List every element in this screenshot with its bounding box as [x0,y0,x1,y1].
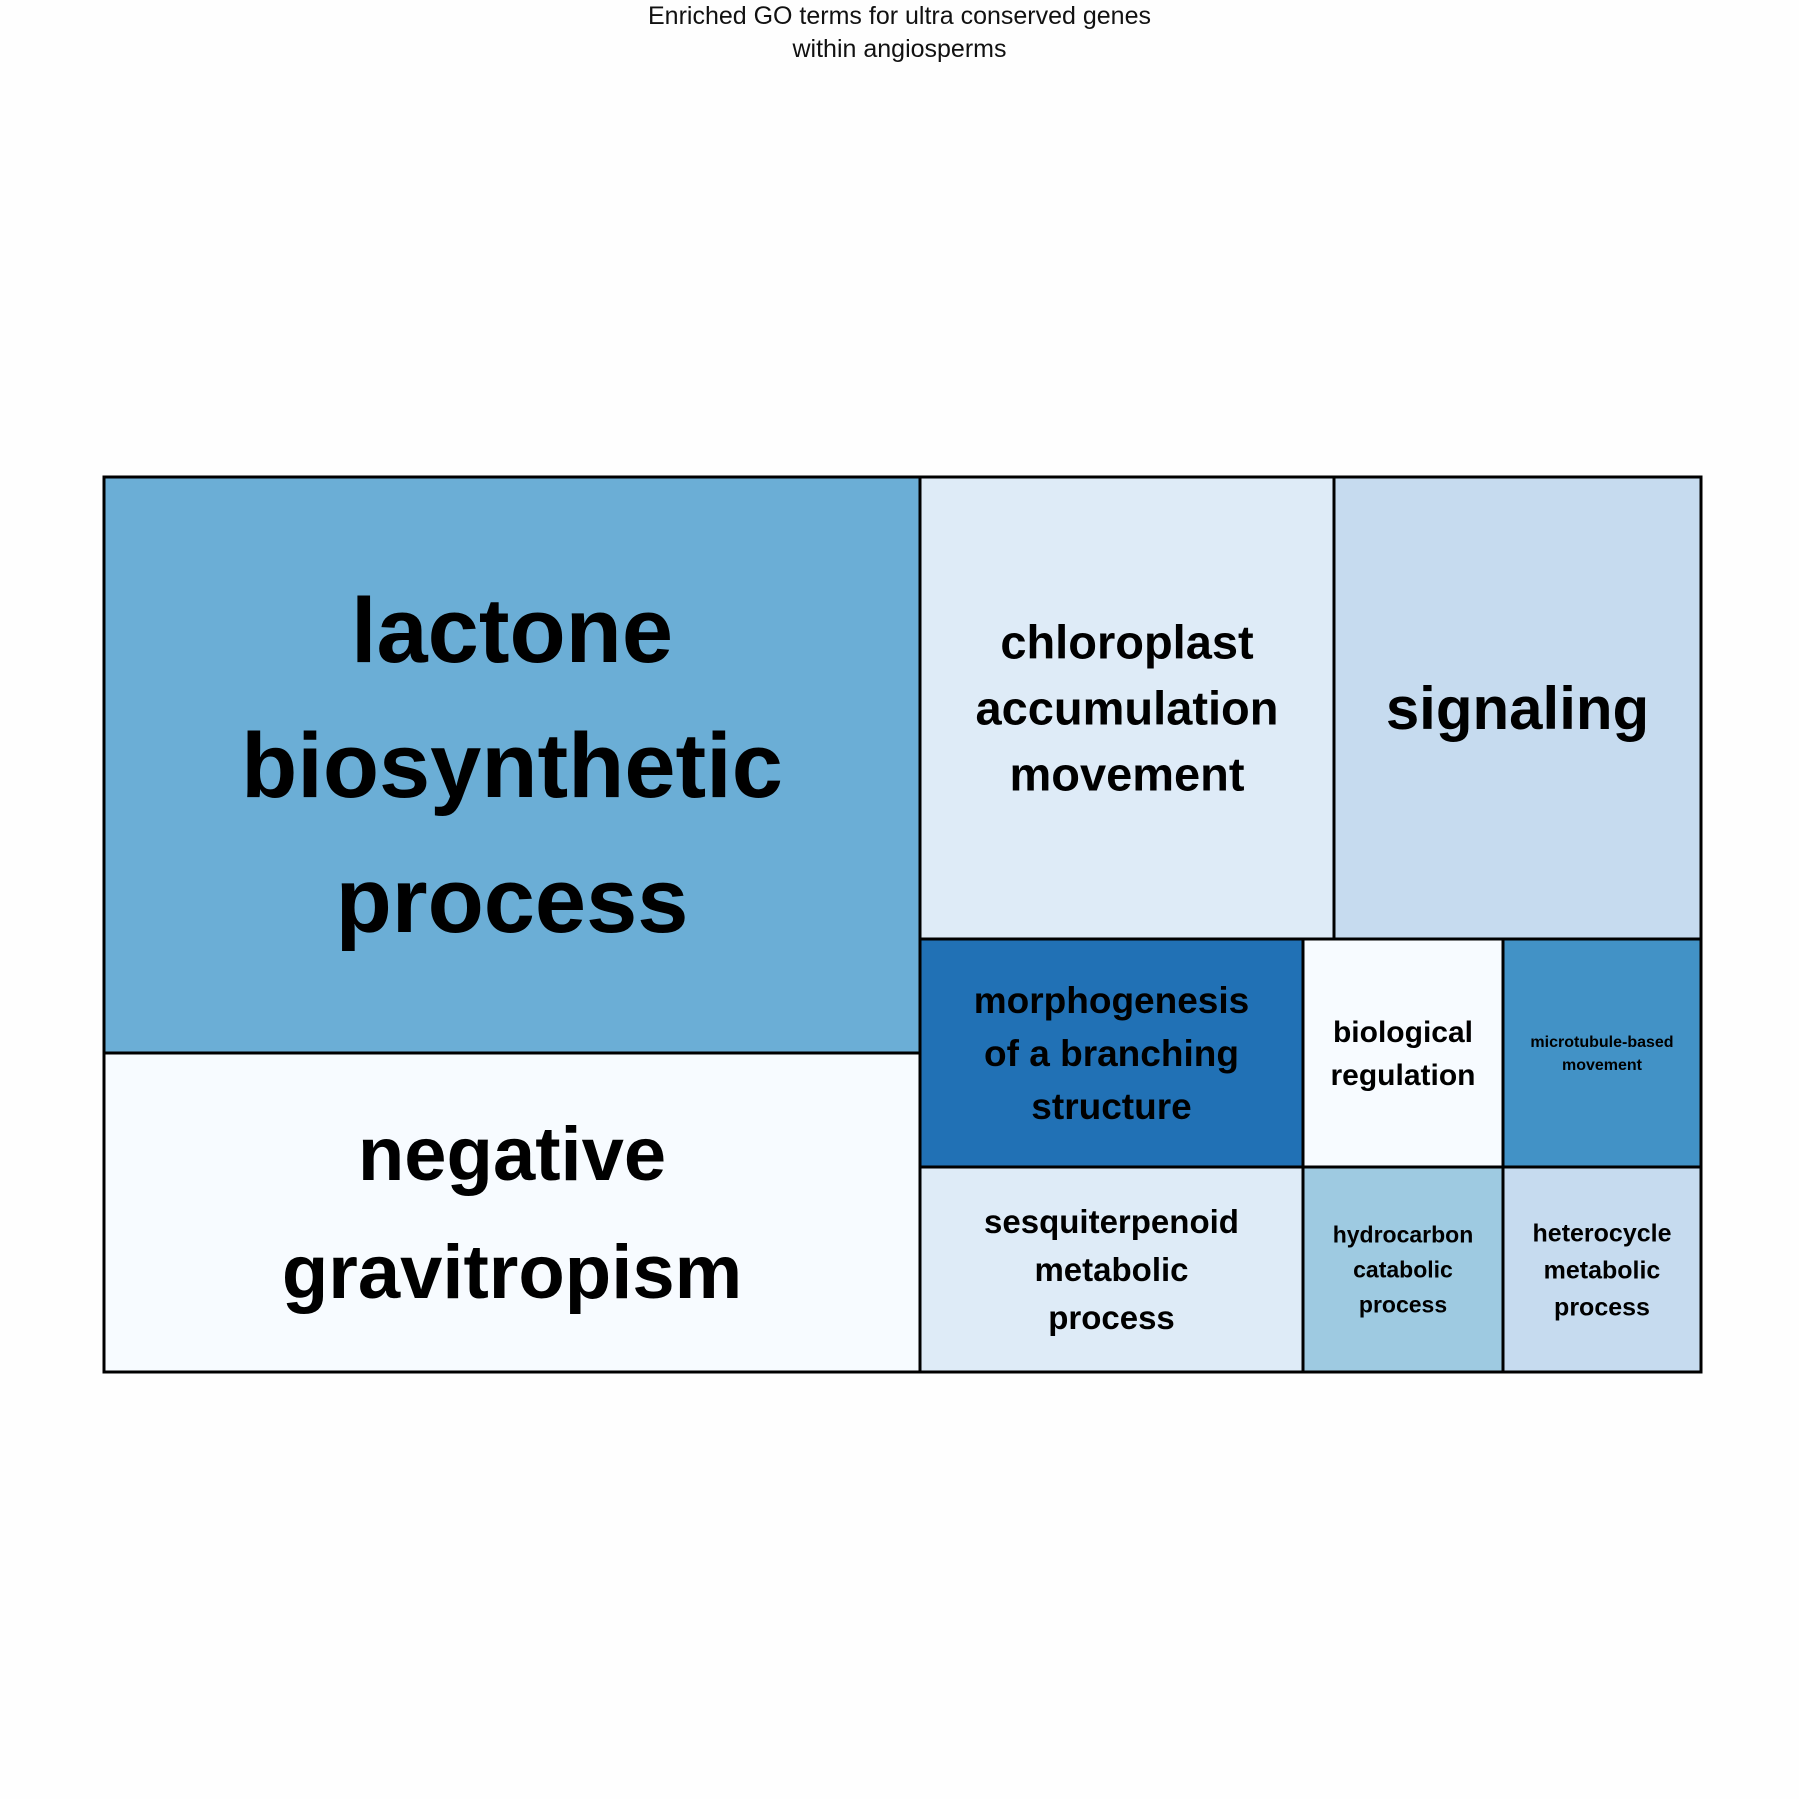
tile-label-sesquiterpenoid: sesquiterpenoid metabolic process [984,1203,1239,1336]
tile-label-biological-regulation: biological regulation [1330,1016,1475,1092]
chart-title-line-2: within angiosperms [792,35,1007,63]
tile-biological-regulation: biological regulation [1301,937,1505,1169]
tile-rect-gravitropism [102,1051,922,1374]
tile-label-hydrocarbon: hydrocarbon catabolic process [1333,1222,1474,1318]
tile-label-line: morphogenesis [974,980,1250,1021]
tile-label-line: metabolic [1034,1251,1188,1288]
tile-label-line: process [1359,1292,1447,1318]
tile-label-line: biosynthetic [241,715,783,817]
tile-rect-heterocycle [1501,1165,1703,1374]
tile-heterocycle: heterocycle metabolic process [1501,1165,1703,1374]
tile-label-signaling: signaling [1386,675,1649,742]
tile-label-morphogenesis: morphogenesis of a branching structure [974,980,1250,1127]
tile-morphogenesis: morphogenesis of a branching structure [918,937,1305,1169]
tile-label-line: chloroplast [1000,615,1254,668]
tile-label-heterocycle: heterocycle metabolic process [1533,1219,1672,1321]
tile-label-line: gravitropism [282,1230,742,1315]
treemap-border [102,475,1703,1374]
tile-label-line: movement [1009,747,1244,800]
tile-rect-sesquiterpenoid [918,1165,1305,1374]
tile-label-line: metabolic [1544,1256,1661,1284]
tile-label-lactone: lactone biosynthetic process [241,580,783,952]
tile-sesquiterpenoid: sesquiterpenoid metabolic process [918,1165,1305,1374]
tile-label-line: catabolic [1353,1257,1453,1283]
tile-label-line: structure [1031,1086,1191,1127]
tile-label-line: microtubule-based [1530,1034,1673,1051]
tile-hydrocarbon: hydrocarbon catabolic process [1301,1165,1505,1374]
tile-label-line: process [336,850,689,952]
tile-rect-microtubule [1501,937,1703,1169]
tile-label-line: process [1048,1299,1175,1336]
tile-label-line: lactone [351,580,673,682]
tile-gravitropism: negative gravitropism [102,1051,922,1374]
tile-label-line: of a branching [984,1033,1239,1074]
tile-label-line: signaling [1386,675,1649,742]
tile-label-line: negative [358,1112,666,1197]
tile-microtubule: microtubule-based movement [1501,937,1703,1169]
tile-rect-lactone [102,475,922,1055]
tile-rect-signaling [1332,475,1703,941]
tile-label-microtubule: microtubule-based movement [1530,1034,1673,1074]
tile-label-line: process [1554,1293,1650,1321]
tile-rect-biological-regulation [1301,937,1505,1169]
tile-label-gravitropism: negative gravitropism [282,1112,742,1315]
tile-label-line: biological [1333,1016,1473,1049]
tile-label-line: movement [1562,1057,1643,1074]
tile-signaling: signaling [1332,475,1703,941]
tile-label-line: regulation [1330,1059,1475,1092]
tile-lactone: lactone biosynthetic process [102,475,922,1055]
tile-rect-morphogenesis [918,937,1305,1169]
tile-label-line: sesquiterpenoid [984,1203,1239,1240]
chart-title-line-1: Enriched GO terms for ultra conserved ge… [647,2,1151,30]
tile-label-line: accumulation [976,681,1279,734]
tile-label-chloroplast: chloroplast accumulation movement [976,615,1279,800]
tile-chloroplast: chloroplast accumulation movement [918,475,1336,941]
tile-label-line: heterocycle [1533,1219,1672,1247]
tile-label-line: hydrocarbon [1333,1222,1474,1248]
chart-title: Enriched GO terms for ultra conserved ge… [0,0,1799,66]
